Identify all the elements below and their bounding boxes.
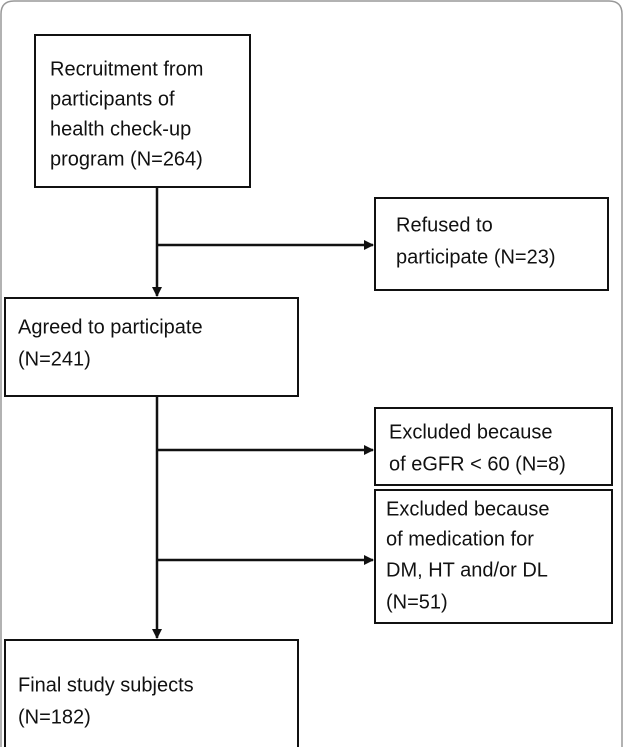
- node-text: health check-up: [50, 118, 191, 140]
- node-text: (N=182): [18, 706, 91, 728]
- node-text: DM, HT and/or DL: [386, 559, 548, 581]
- node-box: [4, 297, 299, 397]
- node-box: [34, 34, 251, 188]
- node-text: of eGFR < 60 (N=8): [389, 453, 566, 475]
- node-text: Recruitment from: [50, 58, 203, 80]
- node-box: [374, 197, 609, 291]
- node-text: Final study subjects: [18, 674, 194, 696]
- node-text: Refused to: [396, 214, 493, 236]
- node-text: participants of: [50, 88, 175, 110]
- node-text: Excluded because: [386, 498, 549, 520]
- node-text: (N=51): [386, 591, 448, 613]
- node-text: program (N=264): [50, 148, 203, 170]
- node-box: [4, 639, 299, 747]
- node-text: of medication for: [386, 528, 534, 550]
- node-text: Excluded because: [389, 421, 552, 443]
- node-text: Agreed to participate: [18, 316, 203, 338]
- node-box: [374, 407, 613, 486]
- node-box: [374, 489, 613, 624]
- node-text: (N=241): [18, 348, 91, 370]
- node-text: participate (N=23): [396, 246, 556, 268]
